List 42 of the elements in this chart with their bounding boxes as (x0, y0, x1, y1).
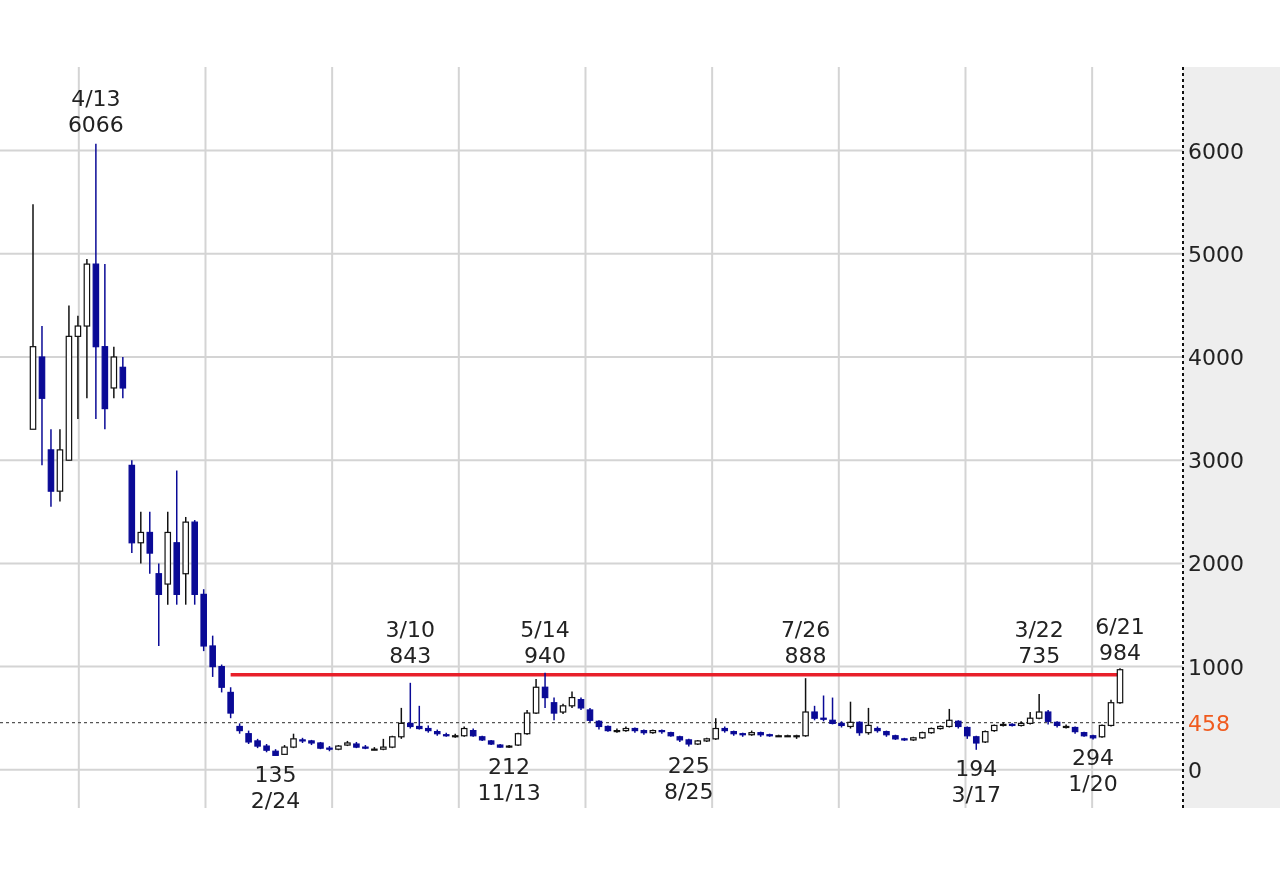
candlestick (946, 708, 953, 729)
candlestick (550, 696, 558, 722)
candlestick (146, 511, 154, 575)
candlestick (802, 677, 809, 738)
y-tick-label: 1000 (1188, 654, 1244, 680)
candlestick (74, 314, 82, 420)
candlestick (137, 511, 145, 565)
annotation: 4/13 6066 (67, 85, 124, 137)
annotation: 294 1/20 (1068, 745, 1118, 797)
candlestick (523, 709, 531, 736)
candlestick (415, 705, 423, 731)
candlestick (155, 562, 163, 647)
y-tick-label: 5000 (1188, 241, 1244, 267)
y-tick-label: 0 (1188, 757, 1202, 783)
candlestick (712, 717, 720, 741)
candlestick (820, 694, 827, 723)
candlestick (119, 356, 127, 400)
candlestick (865, 707, 872, 736)
annotation: 5/14 940 (520, 616, 570, 668)
candlestick (398, 707, 405, 740)
candlestick (209, 634, 216, 678)
candlestick (1035, 693, 1043, 720)
annotation: 135 2/24 (250, 761, 301, 813)
candlestick (407, 682, 414, 730)
candlestick (227, 686, 234, 719)
annotation: 3/22 735 (1014, 616, 1064, 668)
annotation: 212 11/13 (477, 753, 541, 805)
y-tick-label: 3000 (1188, 448, 1244, 474)
y-tick-label: 2000 (1188, 551, 1244, 577)
annotation: 7/26 888 (780, 616, 831, 668)
y-tick-label: 6000 (1188, 138, 1244, 164)
ref-line-label: 458 (1188, 710, 1230, 736)
annotation: 6/21 984 (1095, 614, 1145, 666)
annotation: 3/10 843 (385, 616, 436, 668)
y-tick-label: 4000 (1188, 345, 1244, 370)
candlestick (1107, 698, 1115, 728)
candlestick (829, 696, 836, 726)
annotation: 225 8/25 (664, 752, 714, 804)
candlestick (1062, 723, 1070, 730)
candlestick (218, 663, 225, 694)
candlestick (847, 700, 854, 730)
annotation: 194 3/17 (951, 755, 1001, 807)
